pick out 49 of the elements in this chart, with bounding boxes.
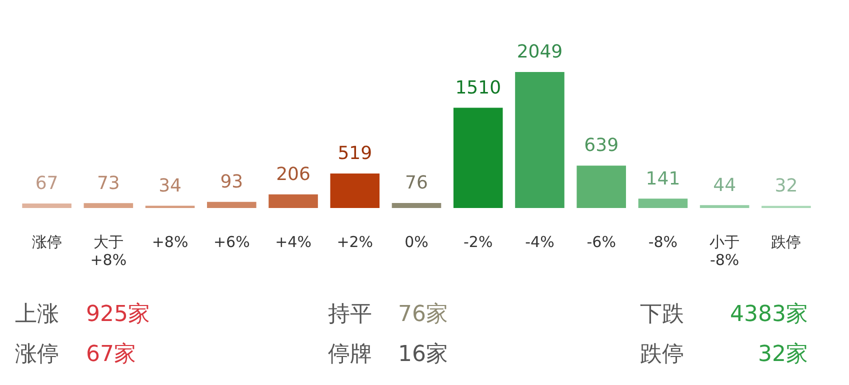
x-tick-label: +8% xyxy=(152,232,188,251)
data-label: 206 xyxy=(276,164,310,185)
x-tick-label: -2% xyxy=(464,232,493,251)
bar xyxy=(207,202,256,208)
x-tick-label: -6% xyxy=(586,232,616,251)
x-tick-label: 大于 +8% xyxy=(90,232,127,269)
x-tick-label: 跌停 xyxy=(771,232,802,251)
bar xyxy=(638,198,688,208)
text: 跌停 xyxy=(640,342,684,368)
text: 67家 xyxy=(86,342,136,368)
bar xyxy=(700,205,750,208)
data-label: 1510 xyxy=(455,77,502,98)
data-label: 34 xyxy=(158,175,182,196)
text: 下跌 xyxy=(640,302,684,328)
x-tick-label: 涨停 xyxy=(32,232,62,251)
bar xyxy=(84,203,134,208)
bar xyxy=(268,194,318,208)
data-label: 44 xyxy=(713,174,736,196)
bar xyxy=(330,174,380,208)
text: 4383家 xyxy=(730,302,808,328)
text: 76家 xyxy=(398,302,448,328)
data-label: 76 xyxy=(405,172,428,194)
bar xyxy=(22,204,72,208)
text: 925家 xyxy=(86,302,150,328)
x-tick-label: -8% xyxy=(648,232,678,251)
bar xyxy=(453,108,503,208)
data-label: 67 xyxy=(35,173,58,194)
x-tick-label: +2% xyxy=(336,232,374,251)
bar xyxy=(515,72,564,208)
bar xyxy=(392,202,442,208)
x-tick-label: +6% xyxy=(213,232,250,251)
text: 持平 xyxy=(328,302,372,328)
data-label: 2049 xyxy=(516,42,563,63)
data-label: 519 xyxy=(338,143,372,164)
data-label: 639 xyxy=(584,135,619,156)
data-label: 73 xyxy=(96,172,120,194)
data-label: 141 xyxy=(646,168,680,190)
x-tick-label: 0% xyxy=(404,232,428,251)
x-tick-label: 小于 -8% xyxy=(710,232,740,269)
data-label: 93 xyxy=(220,171,244,192)
text: 16家 xyxy=(398,342,448,368)
x-tick-label: -4% xyxy=(525,232,554,251)
data-label: 32 xyxy=(774,176,798,197)
text: 32家 xyxy=(758,342,808,368)
text: 停牌 xyxy=(328,342,372,368)
bar xyxy=(576,166,626,208)
text: 涨停 xyxy=(15,342,59,368)
x-tick-label: +4% xyxy=(275,232,312,251)
text: 上涨 xyxy=(15,302,59,328)
